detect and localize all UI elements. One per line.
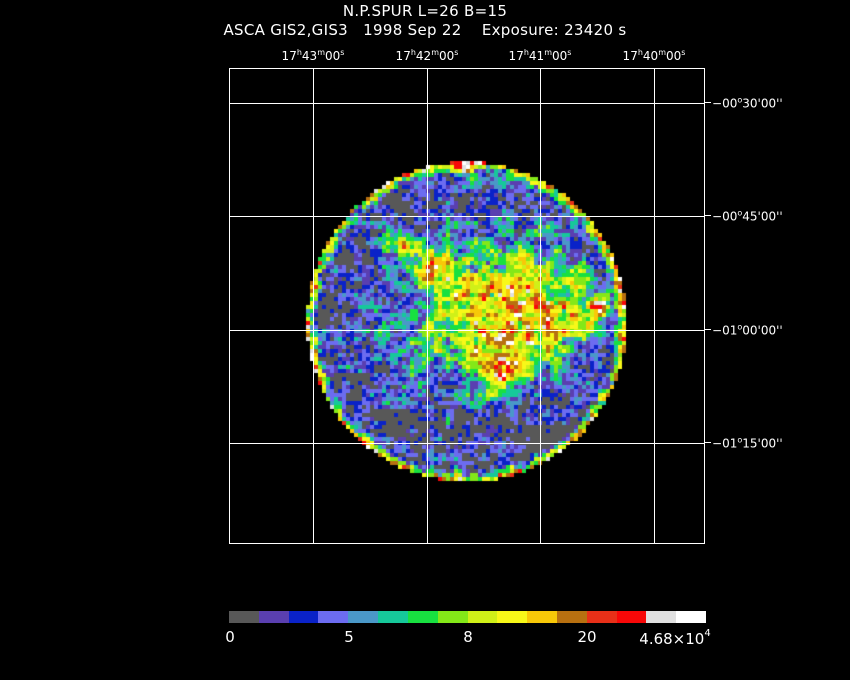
ra-tick-label: 17h42m00s bbox=[395, 48, 459, 63]
colorbar-label: 8 bbox=[463, 628, 473, 646]
ra-tick-label: 17h43m00s bbox=[281, 48, 345, 63]
colorbar-swatch bbox=[497, 611, 528, 623]
ra-tick-label: 17h40m00s bbox=[622, 48, 686, 63]
colorbar-swatch bbox=[437, 611, 468, 623]
colorbar-swatch bbox=[586, 611, 617, 623]
colorbar-swatch bbox=[318, 611, 349, 623]
colorbar-label: 20 bbox=[577, 628, 597, 646]
color-scale-bar bbox=[229, 611, 706, 623]
ra-tick-label: 17h41m00s bbox=[508, 48, 572, 63]
dec-tick-label: −01o15'00'' bbox=[712, 435, 783, 451]
colorbar-swatch bbox=[676, 611, 706, 623]
colorbar-swatch bbox=[467, 611, 498, 623]
grid-line bbox=[313, 69, 314, 543]
colorbar-label: 4.68×104 bbox=[639, 628, 711, 648]
grid-line bbox=[654, 69, 655, 543]
colorbar-swatch bbox=[258, 611, 289, 623]
colorbar-label: 5 bbox=[344, 628, 354, 646]
colorbar-swatch bbox=[348, 611, 379, 623]
image-title: N.P.SPUR L=26 B=15 bbox=[342, 2, 508, 20]
dec-tick bbox=[705, 215, 711, 216]
grid-line bbox=[230, 443, 704, 444]
xray-image-panel bbox=[229, 68, 705, 544]
colorbar-label: 0 bbox=[225, 628, 235, 646]
colorbar-swatch bbox=[556, 611, 587, 623]
dec-tick-label: −01o00'00'' bbox=[712, 322, 783, 338]
colorbar-swatch bbox=[378, 611, 408, 623]
colorbar-swatch bbox=[229, 611, 259, 623]
dec-tick bbox=[705, 442, 711, 443]
colorbar-swatch bbox=[407, 611, 438, 623]
grid-line bbox=[230, 103, 704, 104]
grid-line bbox=[427, 69, 428, 543]
dec-tick-label: −00o45'00'' bbox=[712, 208, 783, 224]
grid-line bbox=[540, 69, 541, 543]
grid-line bbox=[230, 216, 704, 217]
grid-line bbox=[230, 330, 704, 331]
dec-tick bbox=[705, 329, 711, 330]
colorbar-swatch bbox=[646, 611, 677, 623]
dec-tick bbox=[705, 102, 711, 103]
xray-count-map bbox=[230, 69, 704, 543]
colorbar-swatch bbox=[288, 611, 319, 623]
colorbar-swatch bbox=[527, 611, 557, 623]
colorbar-swatch bbox=[616, 611, 647, 623]
image-subtitle: ASCA GIS2,GIS3 1998 Sep 22 Exposure: 234… bbox=[223, 21, 627, 39]
dec-tick-label: −00o30'00'' bbox=[712, 95, 783, 111]
